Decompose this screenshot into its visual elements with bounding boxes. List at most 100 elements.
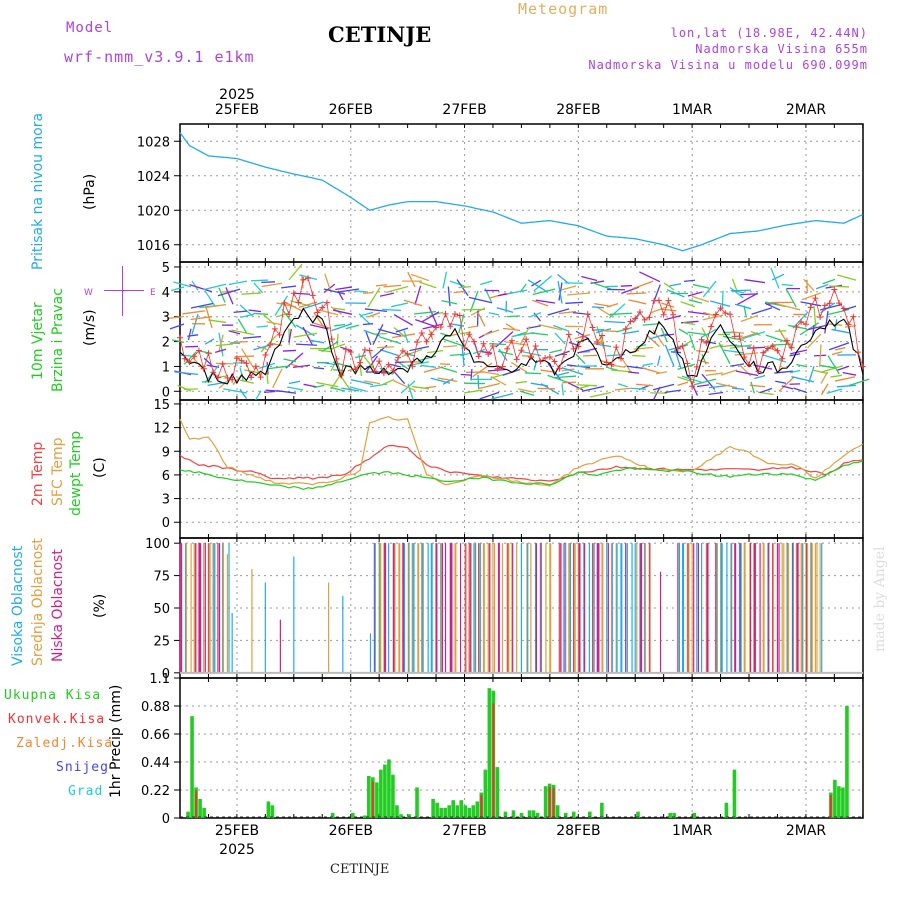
wind-arrow <box>729 286 744 299</box>
precip-bar <box>483 769 488 818</box>
wind-arrow <box>557 280 563 304</box>
wind-arrow <box>489 343 507 346</box>
wind-arrow <box>596 306 614 318</box>
wind-arrow <box>237 318 248 334</box>
wind-arrow <box>710 300 731 307</box>
precip-bar <box>266 801 271 818</box>
wind-arrow <box>607 363 626 368</box>
wind-arrow <box>723 349 745 354</box>
precip-conv-bar <box>829 795 832 818</box>
wind-arrow <box>721 290 724 310</box>
top-date-label: 28FEB <box>556 102 600 118</box>
wind-arrow <box>502 327 521 331</box>
precip-bar <box>837 786 841 818</box>
wind-arrow <box>792 311 809 329</box>
precip-conv-bar <box>548 787 551 818</box>
footer-station: CETINJE <box>330 862 390 877</box>
wind-arrow <box>693 378 717 386</box>
wind-arrow <box>449 353 465 356</box>
wind-arrow <box>660 327 668 342</box>
wind-arrow <box>354 290 367 293</box>
y-tick-label: 75 <box>153 570 170 585</box>
wind-arrow <box>506 289 528 295</box>
precip-conv-bar <box>480 795 483 818</box>
wind-arrow <box>274 295 289 316</box>
y-tick-label: 0 <box>162 385 170 400</box>
wind-arrow <box>324 273 332 293</box>
wind-arrow <box>642 367 661 374</box>
wind-arrow <box>311 321 332 330</box>
wind-arrow <box>696 384 710 388</box>
wind-arrow <box>442 338 465 347</box>
wind-arrow <box>463 389 483 394</box>
legend-hail: Grad <box>68 784 104 799</box>
wind-arrow <box>354 354 367 359</box>
wind-arrow <box>614 387 633 391</box>
wind-arrow <box>708 391 724 396</box>
wind-arrow <box>645 333 660 348</box>
wind-arrow <box>413 310 437 315</box>
wind-arrow <box>191 280 199 291</box>
wind-arrow <box>720 369 738 376</box>
precip-conv-bar <box>492 703 495 818</box>
wind-arrow <box>362 354 374 369</box>
wind-arrow <box>442 378 454 385</box>
wind-arrow <box>313 312 325 328</box>
wind-arrow <box>837 274 857 281</box>
wind-arrow <box>322 361 339 366</box>
wind-arrow <box>391 302 409 308</box>
wind-arrow <box>358 313 370 324</box>
wind-arrow <box>636 383 654 387</box>
wind-compass: W E <box>84 260 164 330</box>
wind-arrow <box>505 323 516 330</box>
wind-arrow <box>753 364 773 370</box>
wind-arrow <box>483 329 500 336</box>
precip-bar <box>202 807 206 818</box>
wind-arrow <box>781 385 794 390</box>
wind-arrow <box>288 380 301 385</box>
wind-arrow <box>800 301 822 307</box>
wind-arrow <box>606 302 619 308</box>
wind-arrow <box>649 306 668 314</box>
wind-arrow <box>775 330 787 332</box>
wind-arrow <box>292 364 311 369</box>
y-tick-label: 3 <box>162 311 170 326</box>
wind-arrow <box>532 299 549 307</box>
bottom-date-label: 27FEB <box>442 823 486 839</box>
precip-bar <box>391 774 395 818</box>
wind-arrow <box>547 374 570 384</box>
y-tick-label: 3 <box>162 493 170 508</box>
wind-arrow <box>519 390 535 396</box>
bottom-date-label: 28FEB <box>556 823 600 839</box>
precip-bar <box>519 812 524 818</box>
wind-arrow <box>225 287 234 305</box>
wind-arrow <box>401 348 423 358</box>
wind-arrow <box>529 312 542 318</box>
wind-arrow <box>674 349 682 370</box>
wind-arrow <box>731 278 738 292</box>
wind-arrow <box>276 390 297 394</box>
wind-arrow <box>736 292 758 306</box>
wind-arrow <box>170 286 185 292</box>
wind-arrow <box>260 335 277 353</box>
wind-arrow <box>530 332 549 336</box>
wind-arrow <box>414 285 422 305</box>
precip-bar <box>636 811 640 818</box>
wind-arrow <box>441 300 458 305</box>
wind-arrow <box>496 307 514 314</box>
wind-arrow <box>538 323 563 331</box>
wind-arrow <box>321 341 339 353</box>
wind-arrow <box>421 311 440 323</box>
wind-arrow <box>173 281 192 288</box>
wind-arrow <box>595 343 612 348</box>
wind-arrow <box>287 386 304 391</box>
precip-bar <box>845 706 849 818</box>
wind-arrow <box>498 348 508 361</box>
wind-arrow <box>518 388 535 393</box>
wind-arrow <box>393 371 406 385</box>
wind-arrow <box>378 328 402 336</box>
wind-arrow <box>341 387 360 392</box>
precip-bar <box>439 807 443 818</box>
wind-arrow <box>791 376 815 383</box>
